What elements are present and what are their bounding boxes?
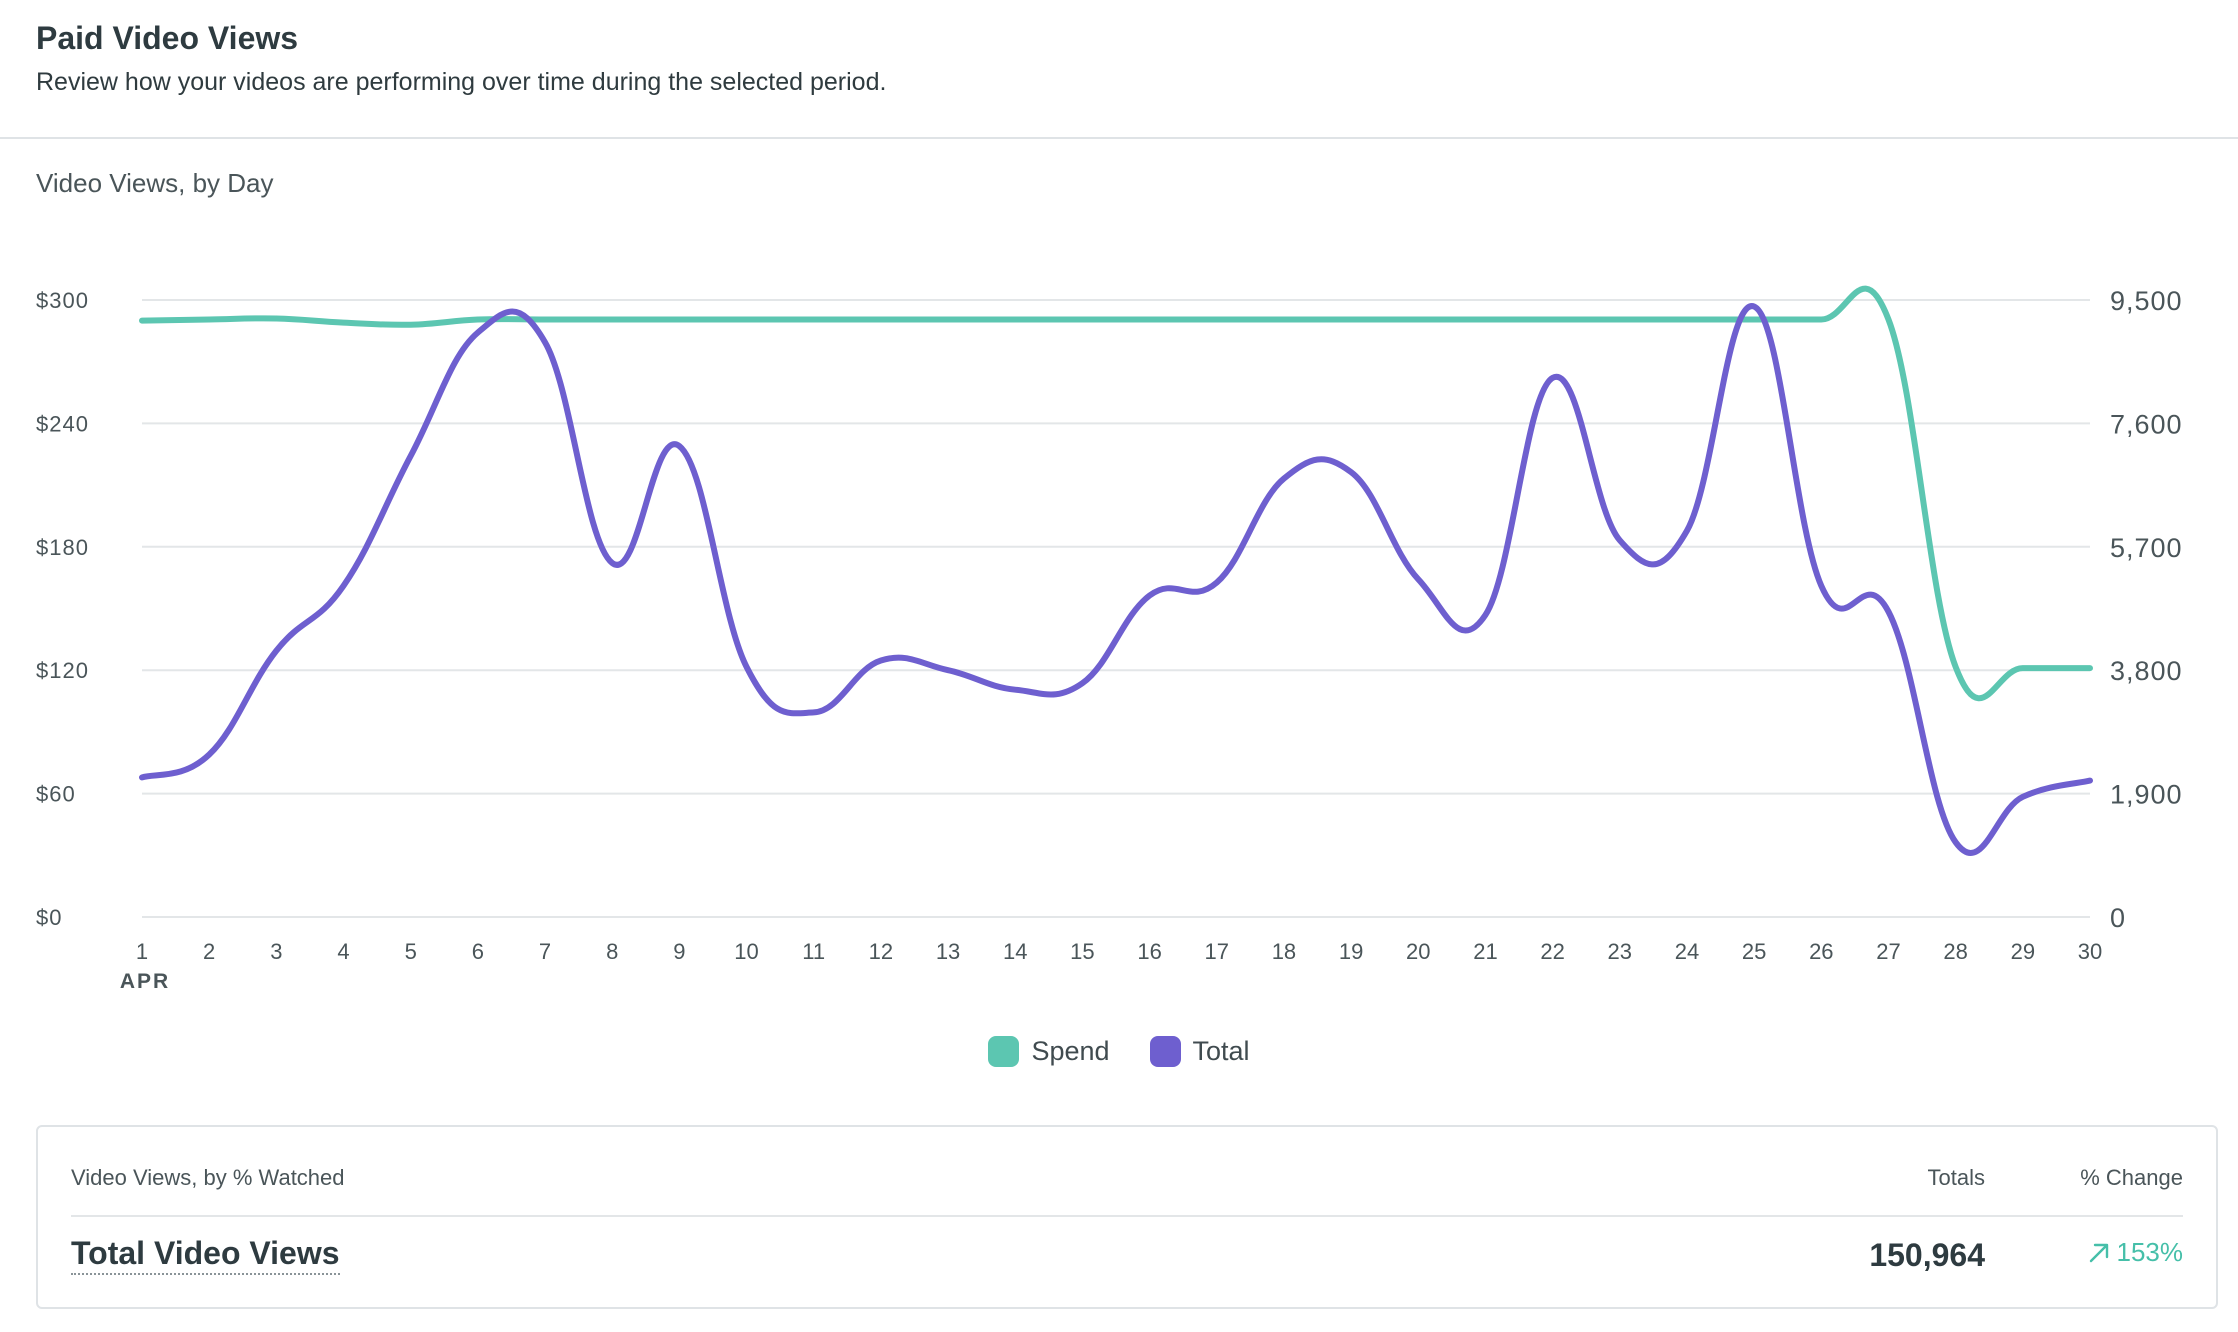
legend-swatch-total	[1149, 1036, 1181, 1067]
y-right-tick-label: 3,800	[2110, 656, 2183, 686]
video-views-table: Video Views, by % Watched Totals % Chang…	[36, 1125, 2218, 1309]
x-tick-label: 8	[606, 939, 618, 964]
chart-title: Video Views, by Day	[36, 168, 274, 198]
legend-swatch-spend	[988, 1036, 1020, 1067]
arrow-up-right-icon	[2089, 1243, 2108, 1262]
percent-change-value: 153%	[2116, 1237, 2184, 1267]
y-right-tick-label: 1,900	[2110, 780, 2183, 810]
y-right-tick-label: 7,600	[2110, 409, 2183, 439]
x-tick-label: 19	[1339, 939, 1363, 964]
x-tick-label: 12	[869, 939, 893, 964]
x-tick-label: 20	[1406, 939, 1430, 964]
total-video-views-value: 150,964	[1869, 1237, 1985, 1273]
x-tick-label: 25	[1742, 939, 1766, 964]
series-line-total	[139, 303, 2093, 856]
y-right-tick-label: 0	[2110, 903, 2126, 933]
x-tick-label: 22	[1540, 939, 1564, 964]
x-tick-label: 23	[1608, 939, 1632, 964]
total-video-views-link[interactable]: Total Video Views	[71, 1235, 340, 1275]
x-tick-label: 13	[936, 939, 960, 964]
x-tick-label: 17	[1205, 939, 1229, 964]
x-tick-label: 18	[1272, 939, 1296, 964]
page-subtitle: Review how your videos are performing ov…	[36, 68, 887, 96]
x-tick-label: 3	[270, 939, 282, 964]
y-right-tick-label: 5,700	[2110, 533, 2183, 563]
percent-change: 153%	[2087, 1237, 2184, 1268]
x-tick-label: 1	[136, 939, 148, 964]
x-tick-label: 30	[2078, 939, 2102, 964]
x-month-label: APR	[120, 970, 170, 993]
x-tick-label: 7	[539, 939, 551, 964]
table-row: Total Video Views 150,964 153%	[71, 1233, 2183, 1283]
x-tick-label: 24	[1675, 939, 1699, 964]
y-left-tick-label: $180	[36, 535, 89, 560]
table-header: Video Views, by % Watched Totals % Chang…	[71, 1165, 2183, 1217]
x-tick-label: 6	[472, 939, 484, 964]
legend-label-spend: Spend	[1031, 1036, 1110, 1066]
page-title: Paid Video Views	[36, 20, 299, 56]
x-tick-label: 9	[673, 939, 685, 964]
x-tick-label: 14	[1003, 939, 1027, 964]
x-tick-label: 26	[1809, 939, 1833, 964]
page-header: Paid Video Views Review how your videos …	[0, 0, 2238, 139]
y-left-tick-label: $60	[36, 782, 76, 807]
legend-item-spend[interactable]: Spend	[988, 1036, 1110, 1067]
column-header-totals: Totals	[1927, 1165, 1985, 1190]
x-tick-label: 29	[2011, 939, 2035, 964]
line-chart: $0 0 $60 1,900 $120 3,800 $180 5,700 $240 7,600 $3…	[36, 285, 2183, 993]
x-tick-label: 4	[337, 939, 349, 964]
legend-label-total: Total	[1192, 1036, 1250, 1066]
x-tick-label: 15	[1070, 939, 1094, 964]
x-tick-label: 11	[802, 939, 825, 964]
x-tick-label: 21	[1473, 939, 1497, 964]
y-left-tick-label: $240	[36, 411, 89, 436]
column-header-change: % Change	[2080, 1165, 2183, 1190]
y-left-tick-label: $120	[36, 658, 89, 683]
x-tick-label: 27	[1876, 939, 1900, 964]
y-left-tick-label: $300	[36, 288, 89, 313]
x-tick-label: 5	[405, 939, 417, 964]
column-header-label: Video Views, by % Watched	[71, 1165, 345, 1190]
x-tick-label: 10	[734, 939, 758, 964]
x-tick-label: 28	[1943, 939, 1967, 964]
chart-legend: Spend Total	[0, 1036, 2238, 1067]
y-left-tick-label: $0	[36, 905, 62, 930]
series-line-spend	[139, 285, 2093, 702]
x-tick-label: 2	[203, 939, 215, 964]
legend-item-total[interactable]: Total	[1149, 1036, 1250, 1067]
x-tick-label: 16	[1137, 939, 1161, 964]
y-right-tick-label: 9,500	[2110, 286, 2183, 316]
